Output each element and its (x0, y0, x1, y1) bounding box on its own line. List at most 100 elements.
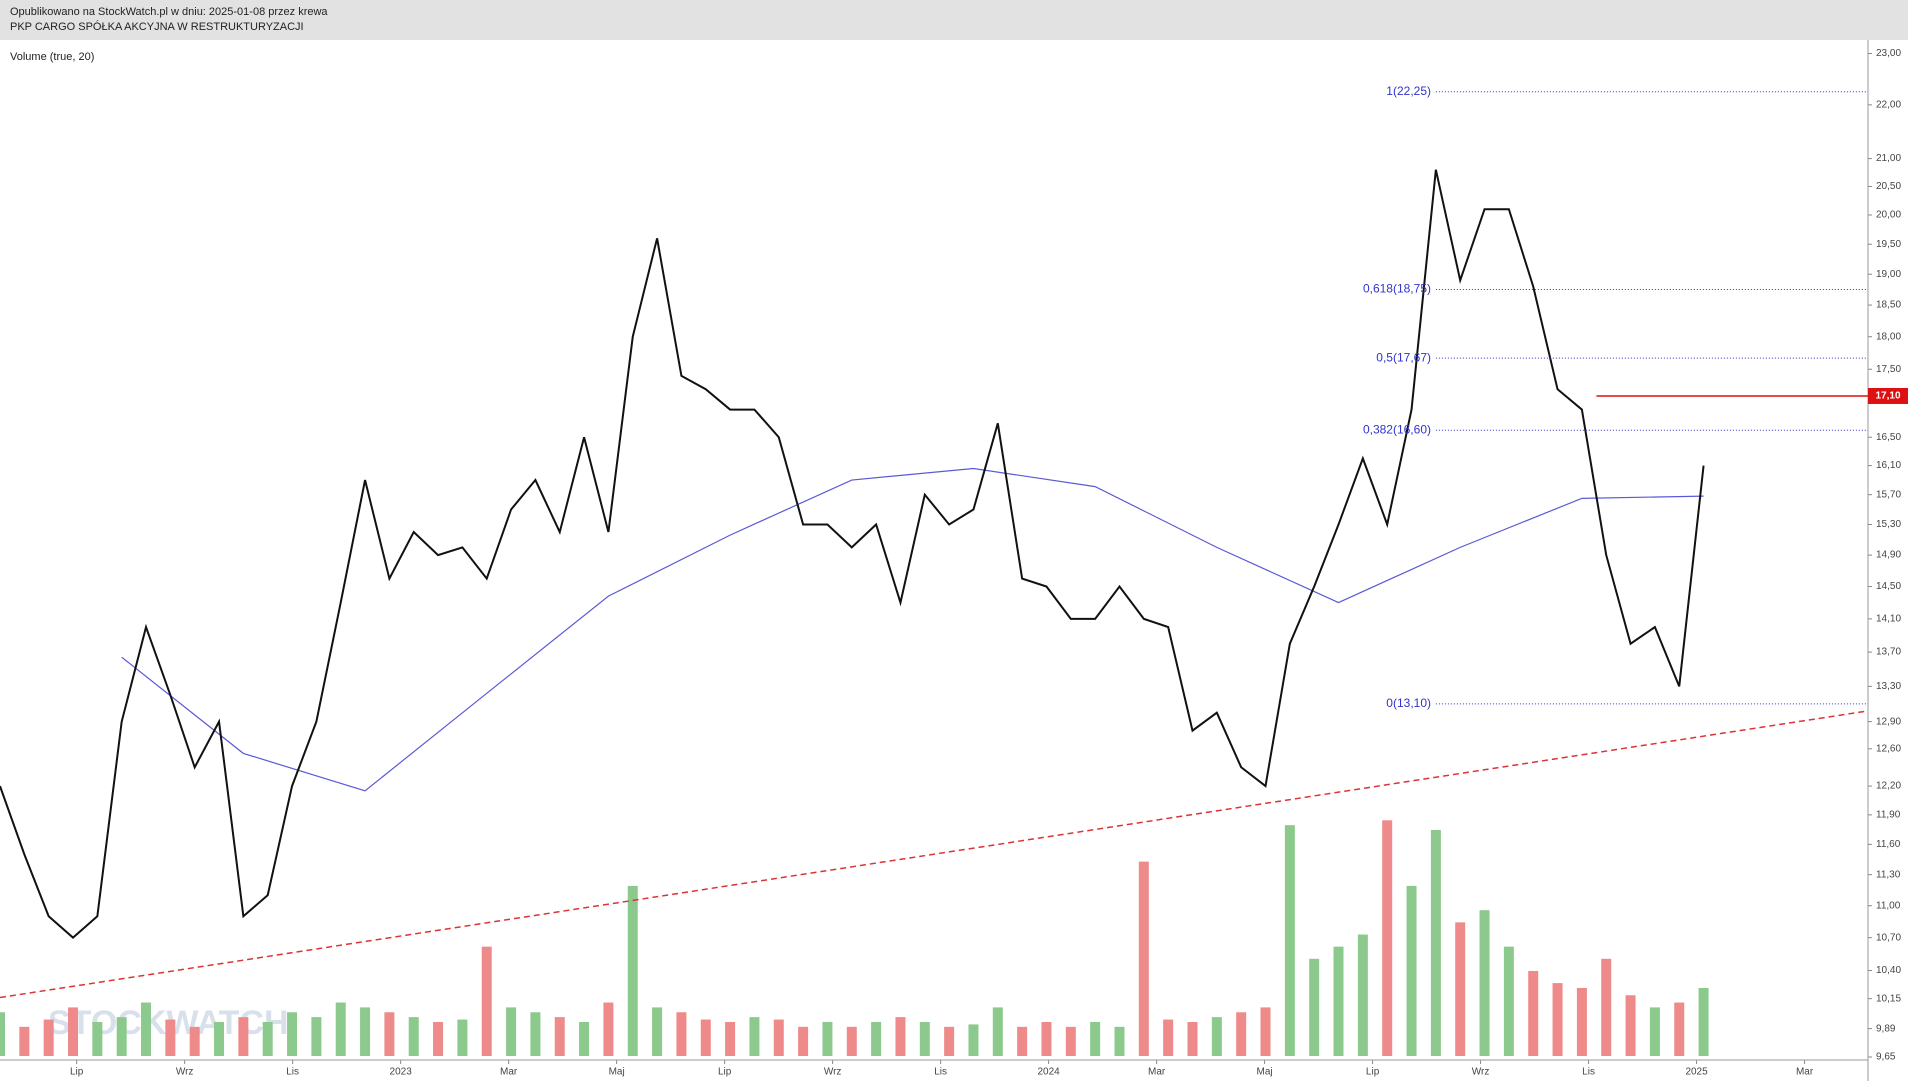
y-tick-label: 19,00 (1876, 269, 1901, 280)
volume-bar (1528, 970, 1539, 1056)
volume-bar (481, 946, 492, 1056)
y-tick-label: 12,90 (1876, 716, 1901, 727)
y-tick-label: 15,70 (1876, 489, 1901, 500)
header-bar (0, 0, 1908, 40)
y-tick-label: 11,90 (1876, 809, 1901, 820)
volume-bar (603, 1002, 614, 1056)
volume-bar (1138, 861, 1149, 1056)
volume-bar (0, 1012, 5, 1056)
volume-bar (871, 1021, 882, 1056)
volume-bar (846, 1026, 857, 1056)
volume-bar (214, 1021, 225, 1056)
volume-bar (944, 1026, 955, 1056)
y-tick-label: 13,70 (1876, 647, 1901, 658)
y-tick-label: 18,00 (1876, 331, 1901, 342)
y-tick-label: 10,15 (1876, 993, 1901, 1004)
x-tick-label: Mar (1796, 1067, 1814, 1078)
y-tick-label: 14,50 (1876, 581, 1901, 592)
volume-bar (1552, 983, 1563, 1056)
volume-bar (1187, 1021, 1198, 1056)
x-tick-label: Maj (1257, 1067, 1273, 1078)
volume-bar (1649, 1007, 1660, 1056)
volume-bar (1163, 1019, 1174, 1056)
volume-bar (360, 1007, 371, 1056)
volume-bar (530, 1012, 541, 1056)
fib-label: 0,618(18,75) (1363, 282, 1431, 296)
volume-bar (1601, 958, 1612, 1056)
volume-bar (19, 1026, 30, 1056)
volume-bar (287, 1012, 298, 1056)
volume-bar (457, 1019, 468, 1056)
x-tick-label: Lis (934, 1067, 947, 1078)
y-tick-label: 14,10 (1876, 613, 1901, 624)
volume-bar (627, 885, 638, 1056)
volume-bar (1284, 825, 1295, 1056)
volume-bar (1333, 946, 1344, 1056)
volume-bar (1041, 1021, 1052, 1056)
volume-bar (1430, 830, 1441, 1056)
y-tick-label: 19,50 (1876, 239, 1901, 250)
volume-bar (1065, 1026, 1076, 1056)
volume-bar (311, 1017, 322, 1056)
x-tick-label: Lip (1366, 1067, 1380, 1078)
volume-bar (189, 1026, 200, 1056)
y-tick-label: 15,30 (1876, 519, 1901, 530)
y-tick-label: 20,00 (1876, 210, 1901, 221)
x-tick-label: 2024 (1037, 1067, 1060, 1078)
y-tick-label: 17,50 (1876, 364, 1901, 375)
volume-bar (579, 1021, 590, 1056)
trendline (0, 710, 1869, 999)
volume-bar (141, 1002, 152, 1056)
x-tick-label: Mar (500, 1067, 518, 1078)
fib-label: 0,5(17,67) (1376, 350, 1431, 364)
volume-bar (68, 1007, 79, 1056)
x-tick-label: Mar (1148, 1067, 1166, 1078)
x-tick-label: Lis (286, 1067, 299, 1078)
x-tick-label: 2023 (390, 1067, 413, 1078)
volume-bar (1382, 820, 1393, 1056)
volume-bar (749, 1017, 760, 1056)
x-tick-label: Lis (1582, 1067, 1595, 1078)
fib-label: 0,382(16,60) (1363, 422, 1431, 436)
volume-bar (1674, 1002, 1685, 1056)
volume-bar (798, 1026, 809, 1056)
volume-bar (335, 1002, 346, 1056)
volume-bar (1260, 1007, 1271, 1056)
volume-bar (773, 1019, 784, 1056)
y-tick-label: 16,10 (1876, 460, 1901, 471)
volume-bar (1211, 1017, 1222, 1056)
volume-bar (1698, 987, 1709, 1056)
x-tick-label: Wrz (1472, 1067, 1490, 1078)
last-price-box (1868, 387, 1908, 404)
y-tick-label: 23,00 (1876, 48, 1901, 59)
volume-bar (1114, 1026, 1125, 1056)
y-tick-label: 12,60 (1876, 743, 1901, 754)
y-tick-label: 10,70 (1876, 932, 1901, 943)
y-tick-label: 9,89 (1876, 1023, 1896, 1034)
y-tick-label: 11,60 (1876, 839, 1901, 850)
volume-bar (919, 1021, 930, 1056)
volume-bar (1503, 946, 1514, 1056)
volume-bar (1576, 987, 1587, 1056)
volume-bar (238, 1017, 249, 1056)
x-tick-label: Wrz (176, 1067, 194, 1078)
y-tick-label: 12,20 (1876, 781, 1901, 792)
volume-bar (116, 1017, 127, 1056)
volume-bar (1309, 958, 1320, 1056)
volume-bar (676, 1012, 687, 1056)
volume-bar (433, 1021, 444, 1056)
volume-bar (700, 1019, 711, 1056)
published-note: Opublikowano na StockWatch.pl w dniu: 20… (10, 6, 328, 18)
y-tick-label: 22,00 (1876, 99, 1901, 110)
y-tick-label: 18,50 (1876, 300, 1901, 311)
y-tick-label: 11,30 (1876, 869, 1901, 880)
volume-bar (1455, 922, 1466, 1056)
volume-bar (165, 1019, 176, 1056)
y-tick-label: 14,90 (1876, 550, 1901, 561)
volume-bar (384, 1012, 395, 1056)
chart-title: PKP CARGO SPÓŁKA AKCYJNA W RESTRUKTURYZA… (10, 20, 304, 33)
volume-bar (1357, 934, 1368, 1056)
indicator-label: Volume (true, 20) (10, 51, 94, 63)
volume-bar (506, 1007, 517, 1056)
